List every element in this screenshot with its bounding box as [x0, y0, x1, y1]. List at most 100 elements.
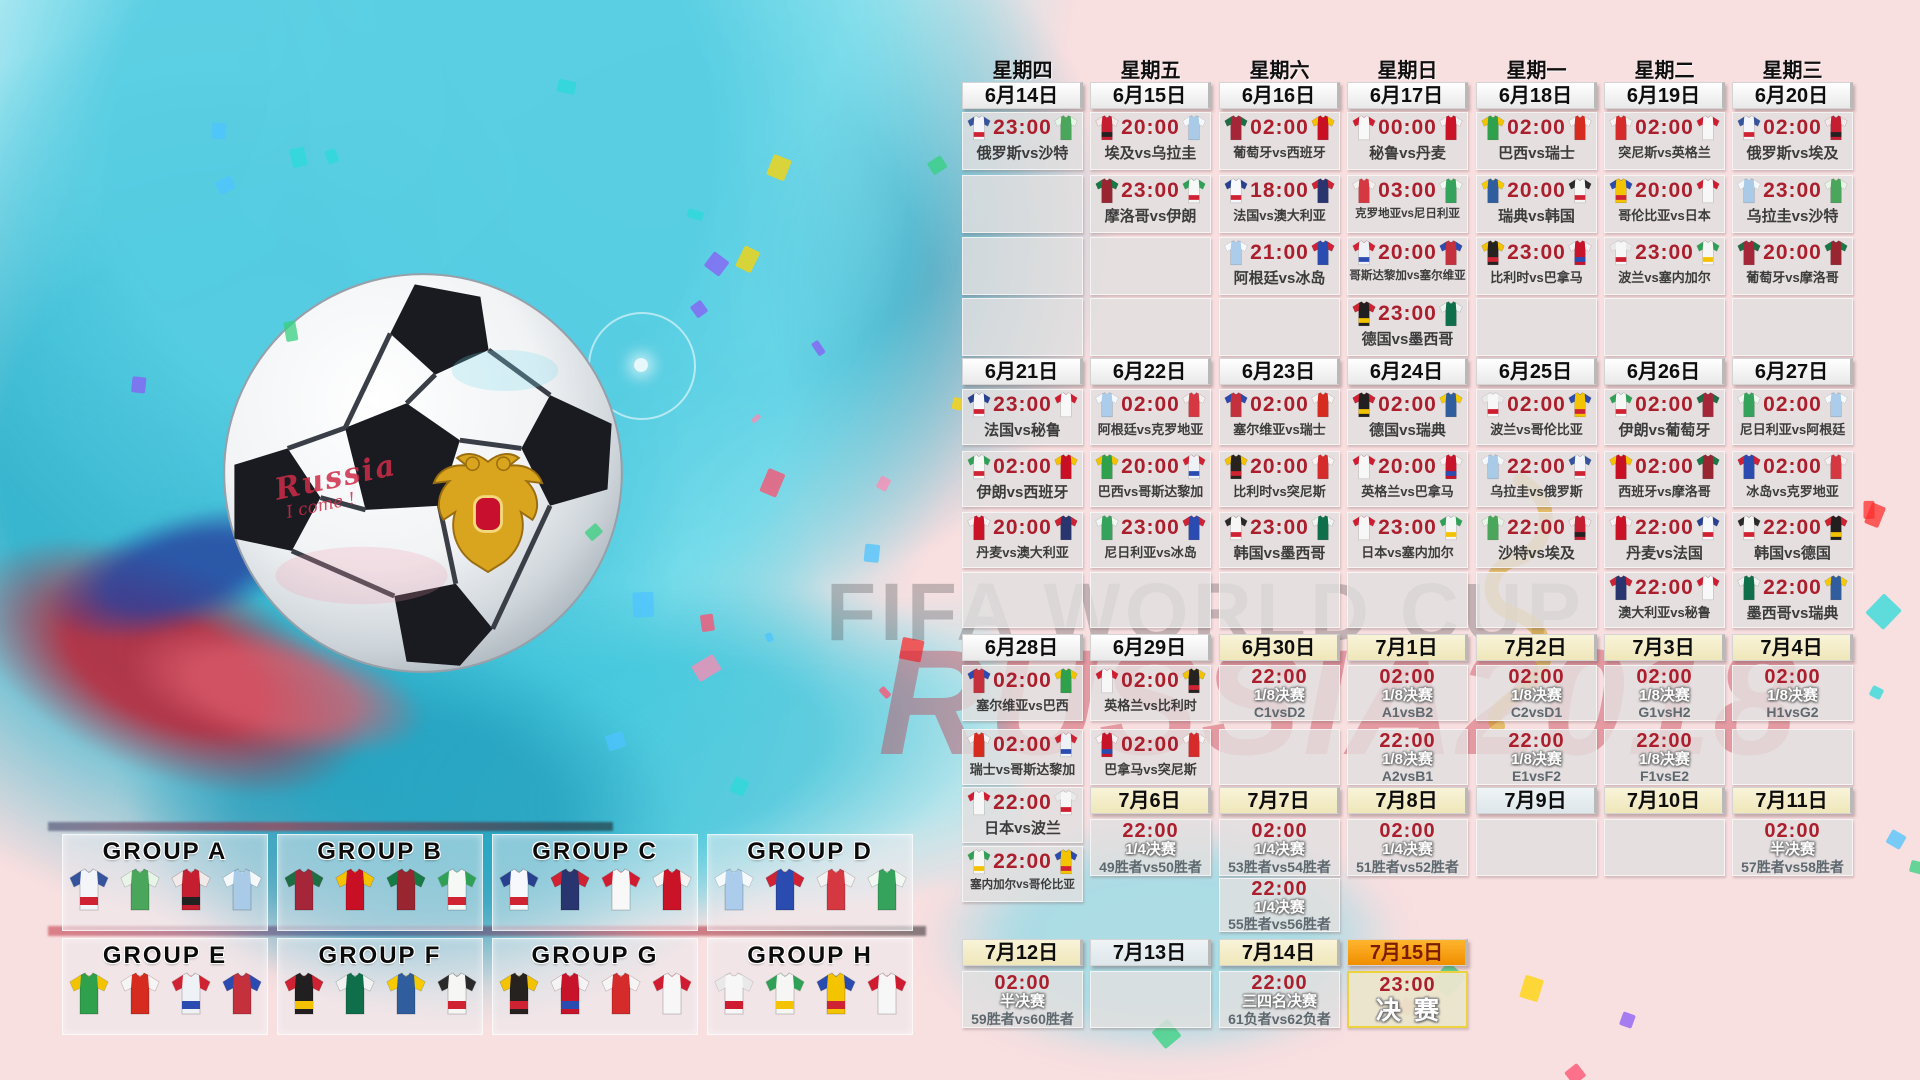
match-teams: 墨西哥vs瑞典 [1746, 605, 1839, 622]
knockout-cell: 22:00 1/8决赛 F1vsE2 [1604, 729, 1725, 785]
match-cell: 21:00 阿根廷vs冰岛 [1219, 237, 1340, 295]
match-top-row: 02:00 [963, 666, 1082, 694]
group-title: GROUP H [747, 942, 873, 969]
match-cell: 20:00 丹麦vs澳大利亚 [962, 512, 1083, 568]
match-cell: 23:00 比利时vs巴拿马 [1476, 237, 1597, 295]
match-code: C2vsD1 [1510, 704, 1563, 721]
jersey-icon [1696, 454, 1720, 480]
date-header: 6月14日 [962, 82, 1083, 109]
match-teams: 伊朗vs西班牙 [976, 484, 1069, 501]
jersey-icon [1439, 240, 1463, 266]
match-top-row: 03:00 [1348, 176, 1467, 204]
match-cell: 02:00 伊朗vs西班牙 [962, 451, 1083, 507]
match-top-row: 02:00 [1477, 390, 1596, 418]
match-time: 23:00 [1378, 516, 1437, 539]
knockout-cell: 02:00 1/8决赛 H1vsG2 [1732, 665, 1853, 721]
match-top-row: 23:00 [1220, 513, 1339, 541]
match-top-row: 21:00 [1220, 238, 1339, 266]
match-teams: 瑞士vs哥斯达黎加 [969, 762, 1076, 777]
match-cell: 03:00 克罗地亚vs尼日利亚 [1347, 175, 1468, 233]
jersey-icon [1054, 115, 1078, 141]
jersey-icon [1609, 575, 1633, 601]
match-cell: 02:00 阿根廷vs克罗地亚 [1090, 389, 1211, 445]
match-time: 22:00 [1508, 729, 1565, 752]
group-title: GROUP A [102, 838, 228, 865]
date-header: 7月15日 [1347, 939, 1468, 966]
jersey-icon [221, 972, 262, 1015]
jersey-icon [815, 972, 856, 1015]
match-time: 02:00 [1763, 455, 1822, 478]
jersey-icon [1311, 178, 1335, 204]
match-cell: 23:00 摩洛哥vs伊朗 [1090, 175, 1211, 233]
weekday-label: 星期二 [1634, 60, 1695, 82]
date-header: 7月14日 [1219, 939, 1340, 966]
jersey-icon [1311, 115, 1335, 141]
match-time: 02:00 [1507, 393, 1566, 416]
jersey-icon [1182, 732, 1206, 758]
date-header: 6月25日 [1476, 358, 1597, 385]
stage-label: 1/4决赛 [1254, 841, 1305, 859]
match-time: 02:00 [1379, 665, 1436, 688]
jersey-icon [1054, 392, 1078, 418]
group-title: GROUP F [318, 942, 442, 969]
date-header: 6月22日 [1090, 358, 1211, 385]
match-top-row: 02:00 [1605, 452, 1724, 480]
jersey-icon [1696, 115, 1720, 141]
jersey-icon [1095, 668, 1119, 694]
knockout-cell: 02:00 1/4决赛 53胜者vs54胜者 [1219, 819, 1340, 876]
match-cell: 02:00 巴拿马vs突尼斯 [1090, 729, 1211, 785]
match-time: 02:00 [1250, 393, 1309, 416]
date-header: 7月10日 [1604, 787, 1725, 814]
match-top-row: 23:00 [963, 113, 1082, 141]
match-teams: 俄罗斯vs沙特 [976, 145, 1069, 162]
jersey-icon [1224, 115, 1248, 141]
match-top-row: 02:00 [1733, 113, 1852, 141]
jersey-icon [1182, 392, 1206, 418]
match-top-row: 02:00 [1733, 390, 1852, 418]
jersey-icon [1311, 515, 1335, 541]
match-teams: 突尼斯vs英格兰 [1618, 145, 1711, 160]
jersey-icon [866, 972, 907, 1015]
empty-cell [962, 572, 1083, 628]
jersey-icon [764, 868, 805, 911]
jersey-icon [436, 868, 477, 911]
jersey-icon [68, 868, 109, 911]
jersey-icon [1737, 178, 1761, 204]
match-code: A1vsB2 [1381, 704, 1434, 721]
empty-cell [1604, 819, 1725, 876]
match-top-row: 20:00 [1348, 238, 1467, 266]
weekday-label: 星期四 [992, 60, 1053, 82]
jersey-icon [1224, 240, 1248, 266]
jersey-icon [1481, 515, 1505, 541]
match-time: 22:00 [1636, 729, 1693, 752]
jersey-icon [1352, 301, 1376, 327]
match-code: 61负者vs62负者 [1228, 1010, 1331, 1027]
jersey-icon [1054, 732, 1078, 758]
match-cell: 02:00 突尼斯vs英格兰 [1604, 112, 1725, 170]
knockout-cell: 02:00 1/4决赛 51胜者vs52胜者 [1347, 819, 1468, 876]
match-time: 23:00 [1379, 973, 1436, 996]
jersey-icon [1824, 115, 1848, 141]
match-teams: 尼日利亚vs阿根廷 [1739, 422, 1846, 437]
match-code: C1vsD2 [1253, 704, 1306, 721]
match-time: 23:00 [1250, 516, 1309, 539]
match-time: 20:00 [1635, 179, 1694, 202]
group-jerseys [493, 868, 697, 912]
stage-label: 1/8决赛 [1511, 686, 1562, 704]
match-cell: 23:00 法国vs秘鲁 [962, 389, 1083, 445]
jersey-icon [967, 790, 991, 816]
jersey-icon [1824, 575, 1848, 601]
group-title: GROUP G [531, 942, 659, 969]
jersey-icon [967, 668, 991, 694]
jersey-icon [170, 868, 211, 911]
match-teams: 巴西vs瑞士 [1498, 145, 1575, 162]
match-cell: 20:00 哥斯达黎加vs塞尔维亚 [1347, 237, 1468, 295]
match-cell: 23:00 波兰vs塞内加尔 [1604, 237, 1725, 295]
match-teams: 比利时vs巴拿马 [1490, 270, 1583, 285]
match-cell: 23:00 德国vs墨西哥 [1347, 298, 1468, 356]
jersey-icon [600, 972, 641, 1015]
jersey-icon [1311, 454, 1335, 480]
match-time: 02:00 [993, 733, 1052, 756]
match-top-row: 20:00 [1733, 238, 1852, 266]
